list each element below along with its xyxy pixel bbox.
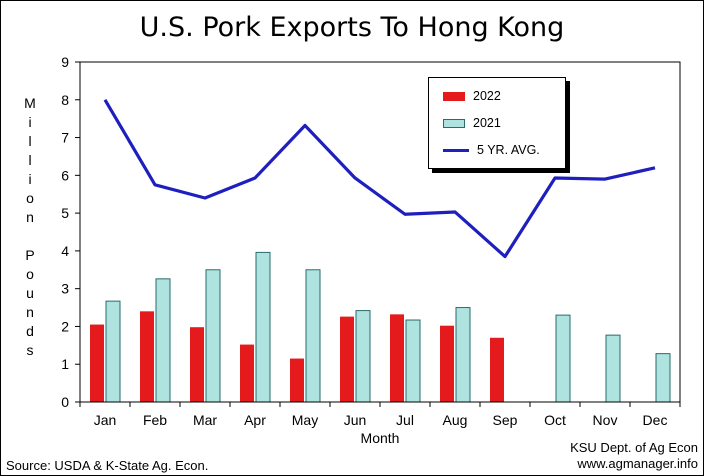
y-tick-label-0: 0: [61, 394, 69, 410]
bar-2022-may: [290, 358, 304, 402]
y-tick-label-9: 9: [61, 54, 69, 70]
bar-2021-jun: [355, 310, 371, 403]
legend-label-2022: 2022: [473, 89, 501, 103]
y-tick-label-2: 2: [61, 318, 69, 334]
x-tick-label-apr: Apr: [244, 412, 266, 428]
bar-2022-mar: [190, 327, 204, 402]
bar-2022-jul: [390, 314, 404, 402]
x-tick-label-feb: Feb: [143, 412, 167, 428]
legend-item-2022: 2022: [443, 89, 501, 103]
y-tick-label-8: 8: [61, 92, 69, 108]
bar-2021-nov: [605, 334, 621, 403]
y-tick-label-4: 4: [61, 243, 69, 259]
x-tick-label-jan: Jan: [94, 412, 117, 428]
x-tick-label-aug: Aug: [443, 412, 468, 428]
bar-2021-dec: [655, 353, 671, 403]
bar-2021-mar: [205, 269, 221, 403]
bar-2021-oct: [555, 314, 571, 403]
bar-2022-aug: [440, 325, 454, 402]
legend-label-2021: 2021: [473, 116, 501, 130]
x-tick-label-mar: Mar: [193, 412, 217, 428]
bar-2021-apr: [255, 251, 271, 403]
bar-2021-jul: [405, 319, 421, 403]
x-tick-label-nov: Nov: [593, 412, 618, 428]
legend-swatch-5yr-avg: [443, 148, 469, 152]
y-tick-label-6: 6: [61, 167, 69, 183]
legend-label-5yr-avg: 5 YR. AVG.: [477, 143, 540, 157]
chart-legend: 2022 2021 5 YR. AVG.: [428, 77, 566, 169]
x-tick-label-sep: Sep: [493, 412, 518, 428]
y-tick-label-7: 7: [61, 130, 69, 146]
legend-swatch-2022: [443, 91, 465, 101]
chart-title: U.S. Pork Exports To Hong Kong: [139, 12, 565, 43]
legend-item-2021: 2021: [443, 116, 501, 130]
bar-2021-may: [305, 269, 321, 403]
x-tick-label-jun: Jun: [344, 412, 367, 428]
y-tick-label-1: 1: [61, 356, 69, 372]
legend-item-5yr-avg: 5 YR. AVG.: [443, 143, 540, 157]
credit-note: KSU Dept. of Ag Econ www.agmanager.info: [570, 440, 698, 472]
bar-2021-aug: [455, 307, 471, 403]
line-5yr-avg: [103, 98, 656, 259]
bar-2022-jun: [340, 316, 354, 402]
bar-2022-feb: [140, 311, 154, 402]
bar-2022-apr: [240, 344, 254, 402]
x-axis-label: Month: [360, 430, 400, 446]
legend-swatch-2021: [443, 118, 465, 128]
bar-2021-jan: [105, 300, 121, 403]
source-note: Source: USDA & K-State Ag. Econ.: [6, 458, 209, 473]
bar-2022-jan: [90, 324, 104, 402]
x-tick-label-dec: Dec: [643, 412, 668, 428]
x-tick-label-oct: Oct: [544, 412, 566, 428]
x-tick-label-jul: Jul: [396, 412, 414, 428]
credit-line-2: www.agmanager.info: [577, 456, 698, 471]
y-tick-label-5: 5: [61, 205, 69, 221]
y-axis-label: M i l l i o n P o u n d s: [24, 95, 36, 358]
x-tick-label-may: May: [292, 412, 318, 428]
y-tick-label-3: 3: [61, 281, 69, 297]
bar-2021-feb: [155, 278, 171, 403]
bar-2022-sep: [490, 337, 504, 402]
credit-line-1: KSU Dept. of Ag Econ: [570, 440, 698, 455]
